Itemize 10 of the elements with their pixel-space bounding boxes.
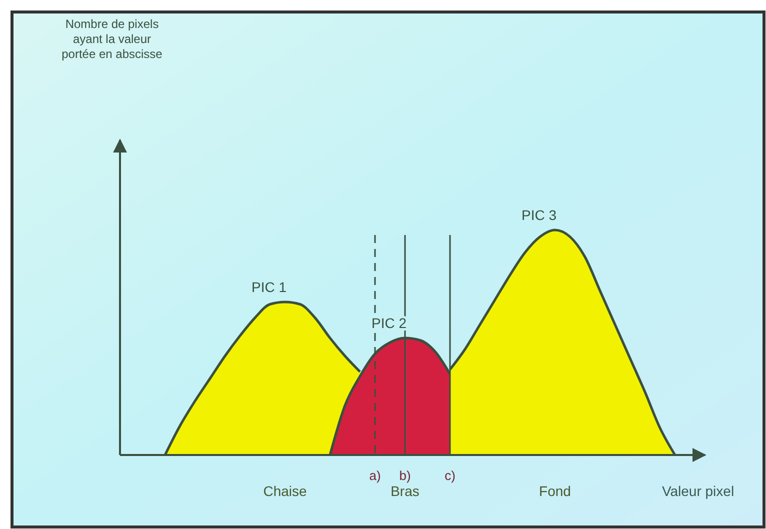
text: Bras xyxy=(390,483,420,499)
x-axis-title: Valeur pixel xyxy=(662,483,734,499)
text: Fond xyxy=(539,483,571,499)
series-label: PIC 1 xyxy=(251,279,287,295)
x-tick-label: a) xyxy=(369,468,381,483)
series-label: PIC 3 xyxy=(521,207,557,223)
x-tick-label: b) xyxy=(399,468,411,483)
text: Nombre de pixels ayant la valeur portée en abscisse xyxy=(62,17,163,61)
text: Chaise xyxy=(263,483,307,499)
x-tick-label: c) xyxy=(444,468,456,483)
